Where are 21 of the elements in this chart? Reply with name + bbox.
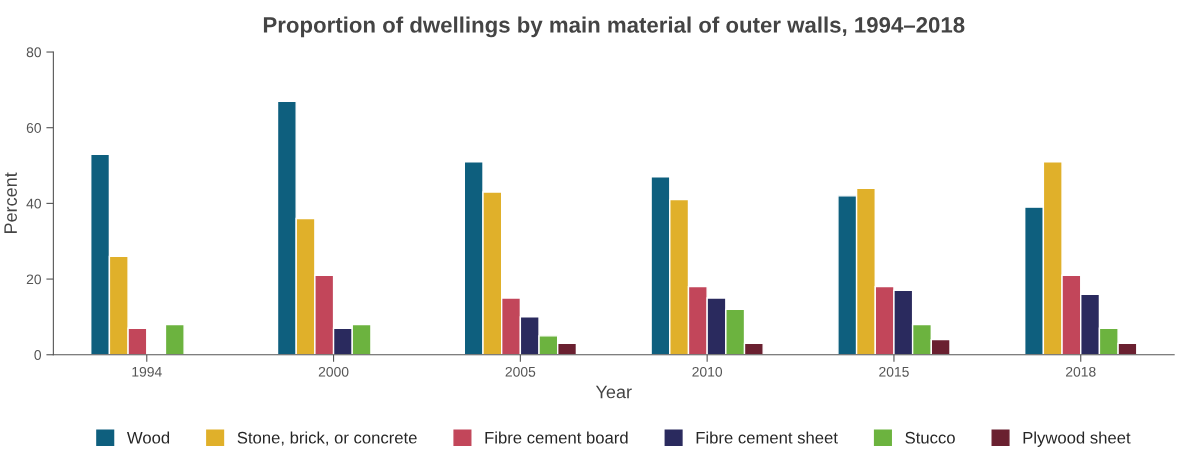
legend-label: Stone, brick, or concrete	[237, 431, 417, 446]
x-tick-label: 2015	[879, 366, 909, 377]
x-tick-label: 1994	[132, 366, 162, 377]
y-tick-label: 80	[26, 47, 42, 58]
x-tick-label: 2010	[692, 366, 723, 377]
chart-title: Proportion of dwellings by main material of outer walls, 1994–2018	[263, 16, 965, 38]
y-axis-title: Percent	[4, 172, 17, 234]
legend-label: Wood	[126, 431, 170, 444]
x-tick-label: 2005	[505, 366, 536, 377]
legend-label: Plywood sheet	[1023, 431, 1131, 447]
legend-label: Stucco	[905, 431, 955, 444]
x-tick-label: 2000	[318, 366, 349, 377]
y-tick-label: 60	[26, 123, 42, 133]
bar	[164, 323, 185, 355]
y-tick-label: 0	[34, 350, 42, 360]
x-tick-label: 2018	[1065, 366, 1096, 377]
y-tick-label: 20	[26, 274, 42, 285]
x-axis-title: Year	[595, 385, 632, 399]
y-tick-label: 40	[26, 198, 42, 209]
legend-label: Fibre cement sheet	[696, 431, 838, 444]
legend-label: Fibre cement board	[485, 431, 628, 444]
